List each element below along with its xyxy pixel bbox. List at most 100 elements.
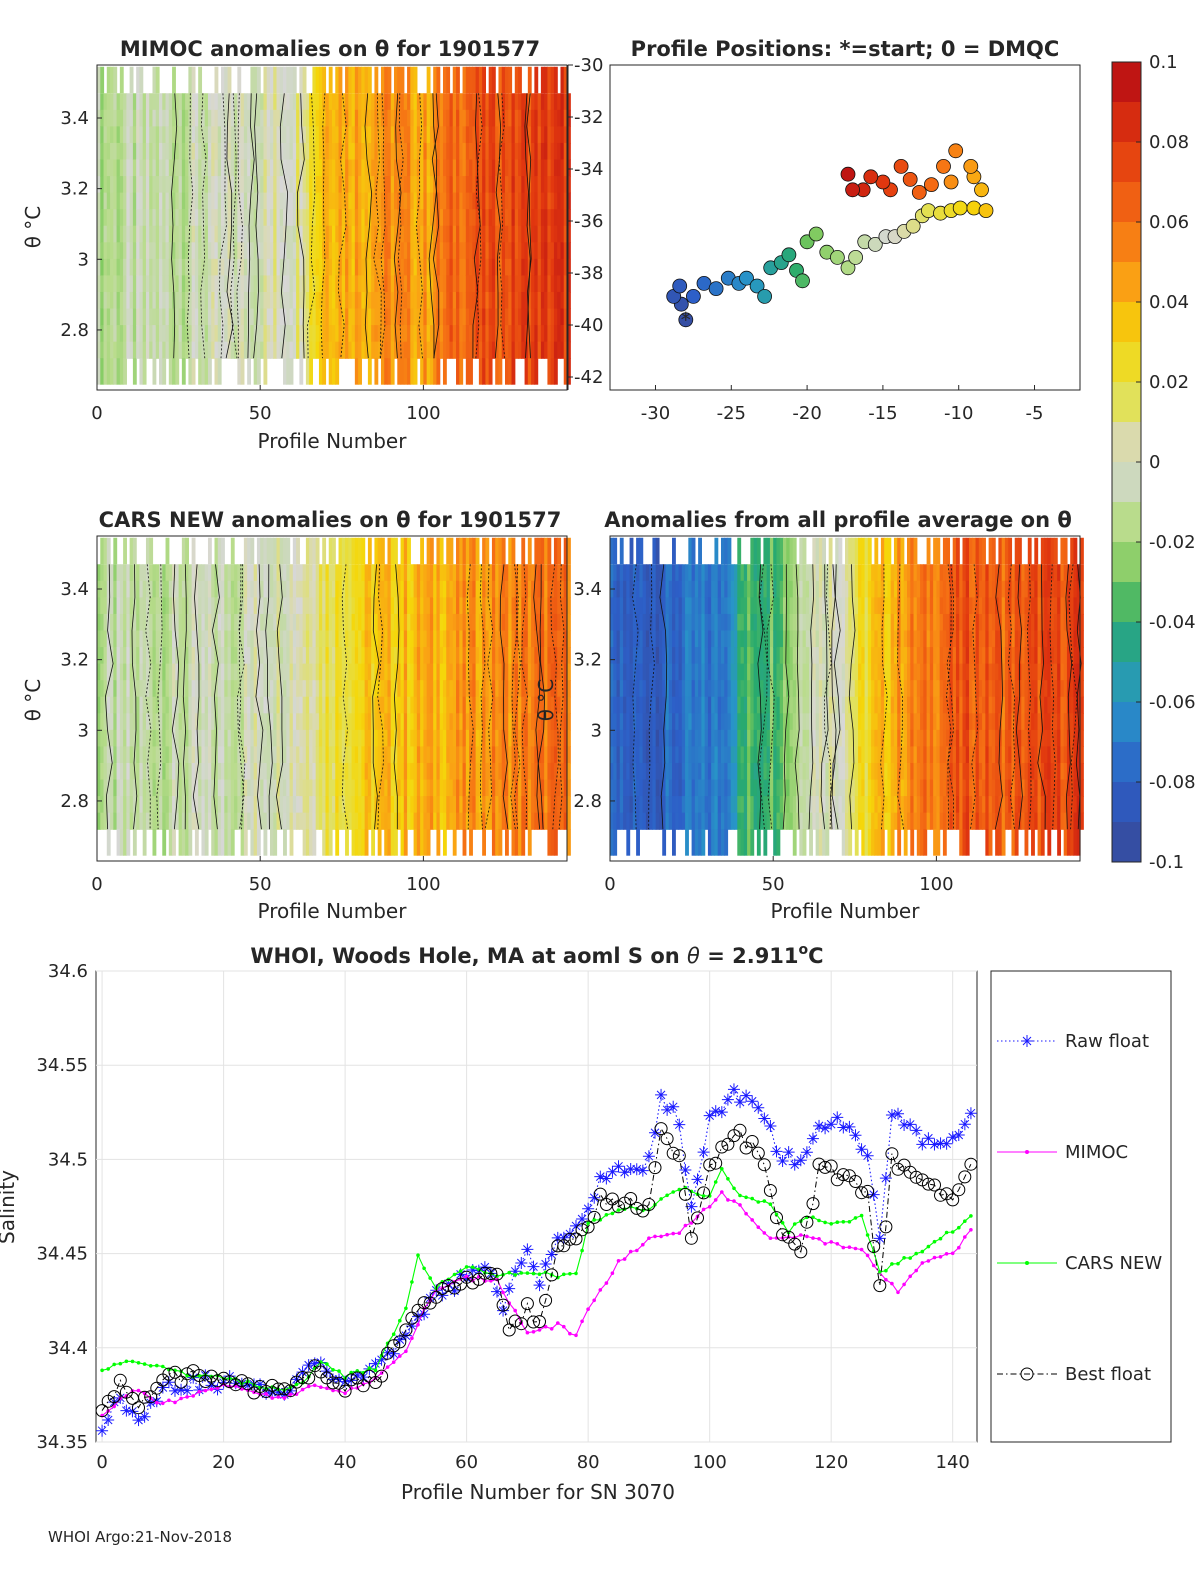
heatmap-cell — [436, 663, 441, 681]
heatmap-cell — [367, 291, 372, 310]
heatmap-cell — [273, 308, 278, 326]
heatmap-cell — [286, 291, 291, 310]
heatmap-cell — [442, 192, 447, 210]
heatmap-cell — [328, 647, 333, 665]
heatmap-cell — [560, 308, 565, 326]
heatmap-cell — [149, 325, 154, 343]
heatmap-cell — [394, 291, 398, 310]
heatmap-cell — [230, 109, 235, 127]
heatmap-cell — [198, 680, 203, 698]
heatmap-cell — [129, 126, 134, 144]
heatmap-cell — [132, 325, 137, 343]
heatmap-cell — [269, 275, 274, 293]
contour-line — [218, 93, 227, 359]
heatmap-cell — [201, 630, 206, 648]
heatmap-cell — [237, 109, 242, 127]
heatmap-cell — [384, 647, 389, 665]
heatmap-cell — [504, 66, 509, 94]
heatmap-cell — [263, 275, 268, 293]
heatmap-cell — [325, 93, 330, 111]
heatmap-cell — [478, 275, 483, 293]
heatmap-cell — [168, 713, 173, 731]
heatmap-cell — [354, 613, 359, 632]
heatmap-cell — [504, 325, 509, 343]
heatmap-cell — [279, 93, 284, 111]
heatmap-cell — [537, 696, 542, 714]
heatmap-cell — [420, 209, 424, 227]
heatmap-cell — [485, 762, 490, 781]
heatmap-cell — [400, 242, 405, 260]
heatmap-cell — [240, 258, 245, 277]
heatmap-cell — [325, 159, 330, 177]
heatmap-cell — [439, 663, 444, 681]
heatmap-cell — [514, 796, 519, 814]
heatmap-cell — [544, 142, 549, 161]
heatmap-cell — [185, 142, 189, 161]
heatmap-cell — [361, 341, 366, 359]
heatmap-cell — [132, 812, 137, 830]
heatmap-cell — [429, 537, 434, 565]
heatmap-cell — [263, 537, 268, 565]
heatmap-cell — [309, 242, 314, 260]
heatmap-cell — [181, 341, 186, 359]
heatmap-cell — [452, 192, 457, 210]
heatmap-cell — [234, 647, 238, 665]
heatmap-cell — [348, 93, 353, 111]
heatmap-cell — [142, 242, 147, 260]
heatmap-cell — [531, 729, 535, 748]
heatmap-cell — [361, 308, 366, 326]
heatmap-cell — [478, 713, 483, 731]
heatmap-cell — [387, 126, 392, 144]
heatmap-cell — [328, 680, 333, 698]
heatmap-cell — [269, 308, 274, 326]
heatmap-cell — [302, 597, 307, 615]
heatmap-cell — [403, 696, 408, 714]
heatmap-cell — [456, 812, 460, 830]
heatmap-cell — [338, 580, 343, 598]
heatmap-cell — [442, 142, 447, 161]
heatmap-cell — [403, 729, 408, 748]
heatmap-cell — [485, 537, 490, 565]
heatmap-cell — [178, 647, 183, 665]
heatmap-cell — [478, 109, 483, 127]
heatmap-cell — [416, 209, 421, 227]
heatmap-cell — [534, 126, 539, 144]
heatmap-cell — [504, 126, 509, 144]
heatmap-cell — [501, 66, 506, 94]
heatmap-cell — [211, 613, 216, 632]
heatmap-cell — [204, 713, 209, 731]
heatmap-cell — [207, 109, 212, 127]
heatmap-cell — [273, 746, 278, 764]
heatmap-cell — [299, 729, 304, 748]
heatmap-cell — [247, 291, 251, 310]
heatmap-cell — [498, 630, 503, 648]
heatmap-cell — [534, 779, 539, 797]
heatmap-cell — [511, 779, 516, 797]
heatmap-cell — [504, 630, 509, 648]
heatmap-cell — [459, 126, 464, 144]
heatmap-cell — [403, 225, 408, 243]
heatmap-cell — [436, 176, 441, 194]
heatmap-cell — [472, 192, 477, 210]
heatmap-cell — [159, 93, 163, 111]
heatmap-cell — [465, 812, 470, 830]
heatmap-cell — [380, 647, 385, 665]
heatmap-cell — [159, 796, 163, 814]
heatmap-cell — [456, 308, 460, 326]
heatmap-cell — [309, 829, 314, 856]
heatmap-cell — [390, 779, 395, 797]
heatmap-cell — [452, 696, 457, 714]
heatmap-cell — [168, 647, 173, 665]
heatmap-cell — [113, 696, 118, 714]
heatmap-cell — [126, 630, 131, 648]
heatmap-cell — [247, 680, 251, 698]
heatmap-cell — [266, 812, 271, 830]
heatmap-cell — [240, 729, 245, 748]
heatmap-cell — [159, 812, 163, 830]
heatmap-cell — [256, 192, 261, 210]
heatmap-cell — [217, 291, 222, 310]
heatmap-cell — [116, 341, 121, 359]
heatmap-cell — [550, 275, 555, 293]
heatmap-cell — [367, 537, 372, 565]
heatmap-cell — [198, 66, 203, 94]
